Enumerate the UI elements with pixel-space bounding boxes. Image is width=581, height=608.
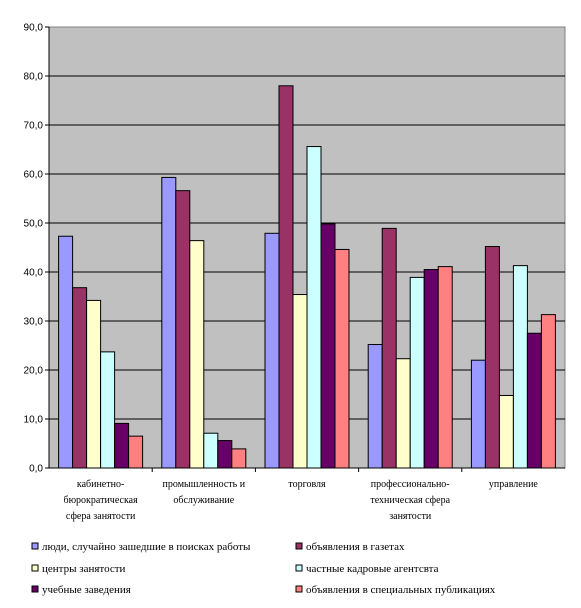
bar — [526, 332, 542, 469]
bar — [189, 240, 205, 469]
y-tick-label: 0,0 — [29, 464, 43, 475]
y-axis: 0,0 10,0 20,0 30,0 40,0 50,0 60,0 70,0 80,0 90,0 — [24, 23, 50, 475]
x-tick-label: кабинетно- — [77, 479, 124, 490]
legend-label: объявления в газетах — [306, 541, 405, 553]
bar — [498, 394, 514, 469]
bar — [203, 432, 219, 469]
bar — [512, 265, 528, 469]
y-tick-label: 20,0 — [24, 366, 44, 377]
x-tick-label: промышленность и — [163, 479, 246, 490]
y-tick-label: 10,0 — [24, 415, 44, 426]
legend-swatch — [31, 585, 39, 593]
y-tick-label: 60,0 — [24, 170, 44, 181]
bar — [175, 190, 191, 469]
bar — [484, 246, 500, 469]
bar — [161, 176, 177, 469]
legend-label: учебные заведения — [42, 584, 131, 596]
y-tick-label: 90,0 — [24, 23, 44, 34]
bar — [367, 344, 383, 469]
bar — [58, 235, 74, 469]
bar — [264, 232, 280, 469]
legend: люди, случайно зашедшие в поисках работы… — [31, 541, 496, 596]
legend-swatch — [31, 542, 39, 550]
bar — [540, 314, 556, 469]
bar — [231, 448, 247, 469]
x-tick-label: занятости — [389, 511, 432, 522]
legend-label: частные кадровые агентсвта — [306, 563, 439, 575]
bar — [423, 269, 439, 469]
x-axis: кабинетно-бюрократическая сфера занятости… — [49, 467, 565, 522]
bar — [128, 435, 144, 469]
legend-label: объявления в специальных публикациях — [306, 584, 496, 596]
x-tick-label: обслуживание — [173, 495, 234, 506]
bar — [395, 358, 411, 469]
legend-label: люди, случайно зашедшие в поисках работы — [42, 541, 251, 553]
x-tick-label: сфера занятости — [66, 511, 136, 522]
bar — [437, 266, 453, 469]
bar — [114, 422, 130, 469]
bar — [292, 294, 308, 469]
bar — [320, 223, 336, 469]
x-tick-label: бюрократическая — [63, 495, 138, 506]
y-tick-label: 80,0 — [24, 72, 44, 83]
legend-swatch — [295, 542, 303, 550]
legend-swatch — [31, 564, 39, 572]
x-tick-label: управление — [489, 479, 539, 490]
bar — [306, 146, 322, 469]
legend-label: центры занятости — [42, 563, 126, 575]
legend-swatch — [295, 585, 303, 593]
y-tick-label: 70,0 — [24, 121, 44, 132]
y-tick-label: 40,0 — [24, 268, 44, 279]
bar — [278, 85, 294, 469]
bar — [100, 351, 116, 469]
bars — [58, 85, 556, 469]
bar — [470, 359, 486, 469]
bar — [334, 248, 350, 469]
x-tick-label: профессионально- — [371, 479, 450, 490]
bar — [381, 227, 397, 469]
bar — [72, 287, 88, 469]
x-tick-label: техническая сфера — [370, 495, 450, 506]
legend-swatch — [295, 564, 303, 572]
y-tick-label: 50,0 — [24, 219, 44, 230]
x-tick-label: торговля — [288, 479, 326, 490]
bar — [409, 276, 425, 469]
y-tick-label: 30,0 — [24, 317, 44, 328]
bar — [86, 299, 102, 469]
bar — [217, 440, 233, 469]
